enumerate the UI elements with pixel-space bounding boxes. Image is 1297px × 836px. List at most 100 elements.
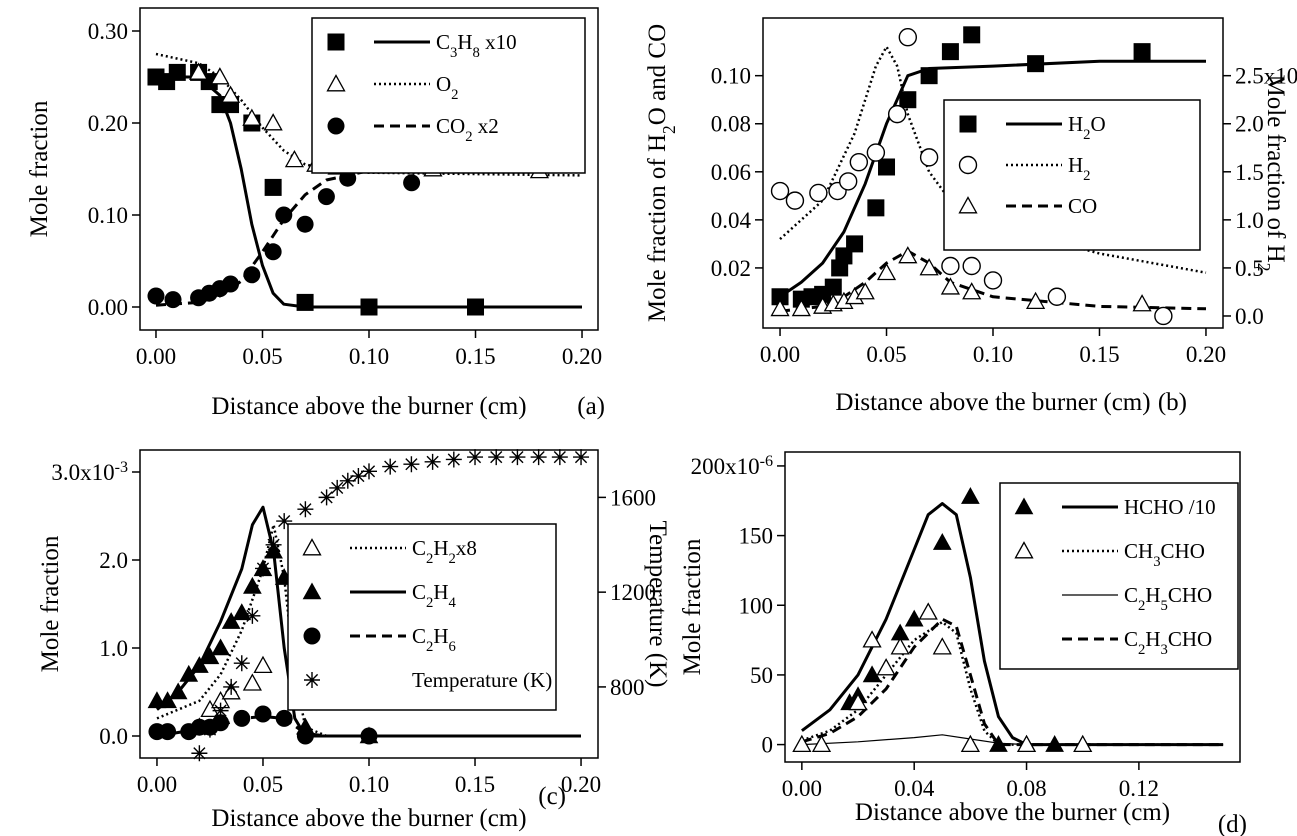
data-point xyxy=(1045,735,1064,752)
legend-marker xyxy=(302,538,322,556)
data-point xyxy=(264,178,282,196)
data-point xyxy=(276,513,293,530)
data-point xyxy=(809,183,828,203)
panel-label: (c) xyxy=(538,783,566,810)
data-point xyxy=(940,277,961,295)
data-point xyxy=(770,298,790,317)
y-axis-label: Mole fraction of H2O and CO xyxy=(644,24,679,322)
data-point xyxy=(296,727,314,745)
data-point xyxy=(919,148,939,167)
y2-tick-label: 1.0 xyxy=(1235,208,1264,233)
legend-label: H2 xyxy=(1068,153,1091,184)
x-tick-label: 0.00 xyxy=(782,776,822,801)
x-axis-label: Distance above the burner (cm) xyxy=(835,389,1150,416)
data-point xyxy=(838,172,858,191)
data-point xyxy=(963,26,981,44)
data-point xyxy=(264,243,282,261)
data-point xyxy=(233,709,251,727)
y-tick-label: 3.0x10-3 xyxy=(51,459,128,486)
x-tick-label: 0.05 xyxy=(866,342,906,367)
data-point xyxy=(360,727,378,745)
data-point xyxy=(242,108,262,126)
legend-label: CO xyxy=(1068,194,1097,218)
data-point xyxy=(846,235,864,253)
legend-marker xyxy=(1014,541,1034,559)
data-point xyxy=(284,149,305,168)
data-point xyxy=(1154,306,1173,326)
data-point xyxy=(360,298,378,316)
legend-box xyxy=(287,523,557,711)
data-point xyxy=(862,630,882,648)
data-point xyxy=(339,169,357,187)
data-point xyxy=(866,143,886,162)
data-point xyxy=(876,658,896,676)
data-point xyxy=(403,456,420,473)
data-point xyxy=(876,262,897,281)
data-point xyxy=(297,501,314,518)
data-point xyxy=(1073,734,1093,753)
legend-marker xyxy=(302,582,322,600)
y-tick-label: 0 xyxy=(762,733,774,758)
x-tick-label: 0.00 xyxy=(760,342,800,367)
x-tick-label: 0.15 xyxy=(455,344,495,369)
data-point xyxy=(243,576,262,594)
data-point xyxy=(424,453,441,470)
legend-marker xyxy=(326,74,346,92)
x-tick-label: 0.12 xyxy=(1119,776,1159,801)
series-line xyxy=(801,502,1224,747)
data-point xyxy=(263,113,283,131)
data-point xyxy=(941,256,960,276)
x-axis-label: Distance above the burner (cm) xyxy=(855,799,1170,826)
data-point xyxy=(849,152,869,172)
chart-panel-a: 0.00 0.05 0.10 0.15 0.20 0.00 0.10 0.20 0.30 Dist… xyxy=(26,7,605,420)
data-point xyxy=(188,62,209,80)
data-point xyxy=(890,637,910,655)
data-point xyxy=(961,487,980,504)
data-point xyxy=(243,266,261,284)
y-tick-label: 0.04 xyxy=(711,208,752,233)
legend-label: C2H3CHO xyxy=(1124,627,1212,658)
y2-tick-label: 0.0 xyxy=(1235,304,1264,329)
data-point xyxy=(350,468,367,485)
data-point xyxy=(932,637,952,655)
data-point xyxy=(791,298,811,317)
y-tick-label: 0.10 xyxy=(88,203,128,228)
plot-frame xyxy=(784,451,1241,763)
x-tick-label: 0.04 xyxy=(894,776,935,801)
x-tick-label: 0.20 xyxy=(1186,342,1226,367)
data-point xyxy=(317,188,335,206)
y-tick-label: 1.0 xyxy=(99,636,128,661)
data-point xyxy=(898,28,918,47)
x-tick-label: 0.10 xyxy=(349,772,389,797)
data-point xyxy=(265,536,282,553)
data-point xyxy=(164,291,182,309)
data-point xyxy=(212,702,229,719)
y-tick-label: 0.0 xyxy=(99,724,128,749)
data-point xyxy=(318,489,335,506)
data-point xyxy=(254,560,271,577)
data-point xyxy=(190,656,209,673)
data-point xyxy=(220,85,241,103)
data-point xyxy=(201,721,218,738)
data-point xyxy=(1025,291,1046,310)
panel-label: (d) xyxy=(1218,811,1247,836)
data-point xyxy=(867,199,885,217)
y-tick-label: 0.30 xyxy=(88,19,128,44)
y-tick-label: 0.10 xyxy=(711,64,751,89)
legend: H2O H2 CO xyxy=(943,99,1201,251)
data-point xyxy=(770,181,790,201)
data-point xyxy=(242,673,262,691)
x-tick-label: 0.05 xyxy=(242,344,282,369)
data-point xyxy=(983,271,1003,290)
data-point xyxy=(329,479,346,496)
legend-marker xyxy=(303,627,321,645)
y-axis-label: Mole fraction xyxy=(37,535,64,672)
y2-tick-label: 1.5 xyxy=(1235,160,1264,185)
data-point xyxy=(530,449,547,466)
data-point xyxy=(573,449,590,466)
legend-label: C3H8 x10 xyxy=(436,30,517,61)
data-point xyxy=(1027,55,1045,73)
legend-label: Temperature (K) xyxy=(412,668,552,692)
data-point xyxy=(339,472,356,489)
